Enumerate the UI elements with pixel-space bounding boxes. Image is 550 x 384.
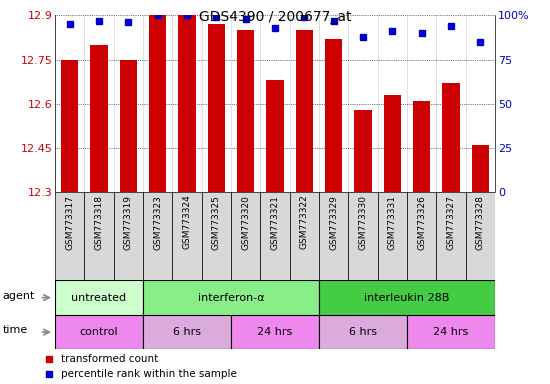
Text: 6 hrs: 6 hrs: [349, 327, 377, 337]
Bar: [84, 192, 114, 280]
Bar: [354, 109, 372, 192]
Text: control: control: [80, 327, 118, 337]
Bar: [207, 24, 225, 192]
Bar: [260, 192, 290, 280]
Bar: [172, 192, 202, 280]
Bar: [413, 101, 431, 192]
Bar: [119, 60, 137, 192]
Text: GSM773329: GSM773329: [329, 195, 338, 250]
Text: GSM773322: GSM773322: [300, 195, 309, 249]
Bar: [90, 45, 108, 192]
Text: GSM773328: GSM773328: [476, 195, 485, 250]
Bar: [319, 192, 348, 280]
Text: interferon-α: interferon-α: [197, 293, 265, 303]
Bar: [407, 315, 495, 349]
Text: 6 hrs: 6 hrs: [173, 327, 201, 337]
Text: untreated: untreated: [72, 293, 126, 303]
Text: GSM773319: GSM773319: [124, 195, 133, 250]
Text: GSM773327: GSM773327: [447, 195, 455, 250]
Bar: [325, 39, 343, 192]
Text: 24 hrs: 24 hrs: [433, 327, 469, 337]
Text: GSM773324: GSM773324: [183, 195, 191, 249]
Text: percentile rank within the sample: percentile rank within the sample: [62, 369, 237, 379]
Bar: [55, 192, 84, 280]
Bar: [407, 192, 436, 280]
Bar: [143, 315, 231, 349]
Text: 24 hrs: 24 hrs: [257, 327, 293, 337]
Bar: [178, 15, 196, 192]
Text: GSM773317: GSM773317: [65, 195, 74, 250]
Text: interleukin 28B: interleukin 28B: [364, 293, 450, 303]
Text: GSM773331: GSM773331: [388, 195, 397, 250]
Bar: [231, 315, 319, 349]
Bar: [149, 15, 167, 192]
Bar: [290, 192, 319, 280]
Bar: [114, 192, 143, 280]
Bar: [471, 145, 489, 192]
Text: GSM773325: GSM773325: [212, 195, 221, 250]
Bar: [319, 280, 495, 315]
Bar: [319, 315, 407, 349]
Text: time: time: [3, 325, 28, 336]
Text: GSM773330: GSM773330: [359, 195, 367, 250]
Bar: [436, 192, 466, 280]
Bar: [383, 95, 401, 192]
Bar: [61, 60, 79, 192]
Bar: [55, 315, 143, 349]
Bar: [143, 280, 319, 315]
Text: GDS4390 / 200677_at: GDS4390 / 200677_at: [199, 10, 351, 23]
Bar: [348, 192, 378, 280]
Bar: [378, 192, 407, 280]
Bar: [266, 80, 284, 192]
Bar: [295, 30, 313, 192]
Bar: [55, 280, 143, 315]
Bar: [442, 83, 460, 192]
Text: GSM773320: GSM773320: [241, 195, 250, 250]
Text: GSM773326: GSM773326: [417, 195, 426, 250]
Bar: [231, 192, 260, 280]
Text: GSM773318: GSM773318: [95, 195, 103, 250]
Text: transformed count: transformed count: [62, 354, 158, 364]
Text: agent: agent: [3, 291, 35, 301]
Text: GSM773321: GSM773321: [271, 195, 279, 250]
Bar: [202, 192, 231, 280]
Bar: [237, 30, 255, 192]
Bar: [466, 192, 495, 280]
Bar: [143, 192, 172, 280]
Text: GSM773323: GSM773323: [153, 195, 162, 250]
